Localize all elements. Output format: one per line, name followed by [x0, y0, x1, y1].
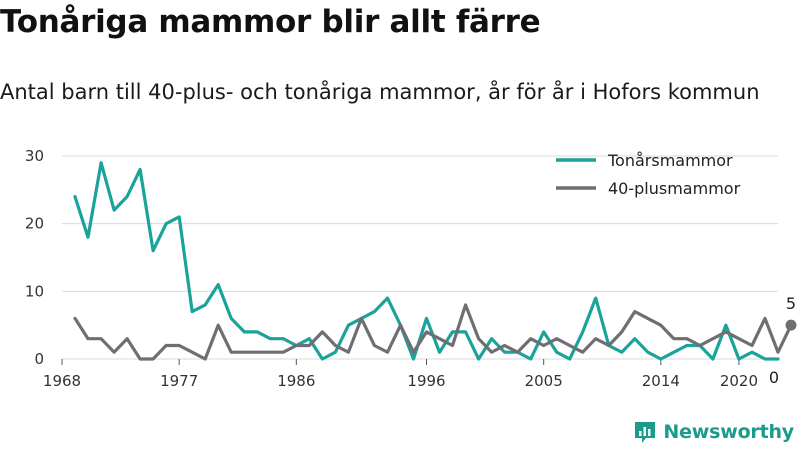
y-tick-label: 0 [34, 350, 44, 368]
end-label-forty: 5 [786, 294, 796, 313]
y-tick-label: 10 [25, 282, 44, 300]
x-tick-label: 1986 [277, 372, 315, 390]
y-tick-label: 30 [25, 147, 44, 165]
newsworthy-icon [635, 422, 656, 443]
series-line-1 [73, 303, 793, 361]
chart-subtitle: Antal barn till 40-plus- och tonåriga ma… [0, 80, 760, 104]
chart-title: Tonåriga mammor blir allt färre [0, 4, 541, 40]
legend-label: Tonårsmammor [607, 151, 733, 170]
x-tick-label: 1977 [160, 372, 198, 390]
series-line-0 [73, 161, 780, 361]
end-marker-forty [785, 319, 797, 331]
end-label-teen: 0 [769, 368, 779, 387]
brand-name: Newsworthy [663, 421, 794, 443]
x-tick-label: 2005 [525, 372, 563, 390]
y-tick-label: 20 [25, 215, 44, 233]
x-tick-label: 1968 [43, 372, 81, 390]
x-tick-label: 2014 [642, 372, 680, 390]
x-tick-label: 1996 [407, 372, 445, 390]
brand-logo: Newsworthy [633, 420, 794, 444]
x-tick-label: 2020 [720, 372, 758, 390]
legend-label: 40-plusmammor [608, 179, 741, 198]
